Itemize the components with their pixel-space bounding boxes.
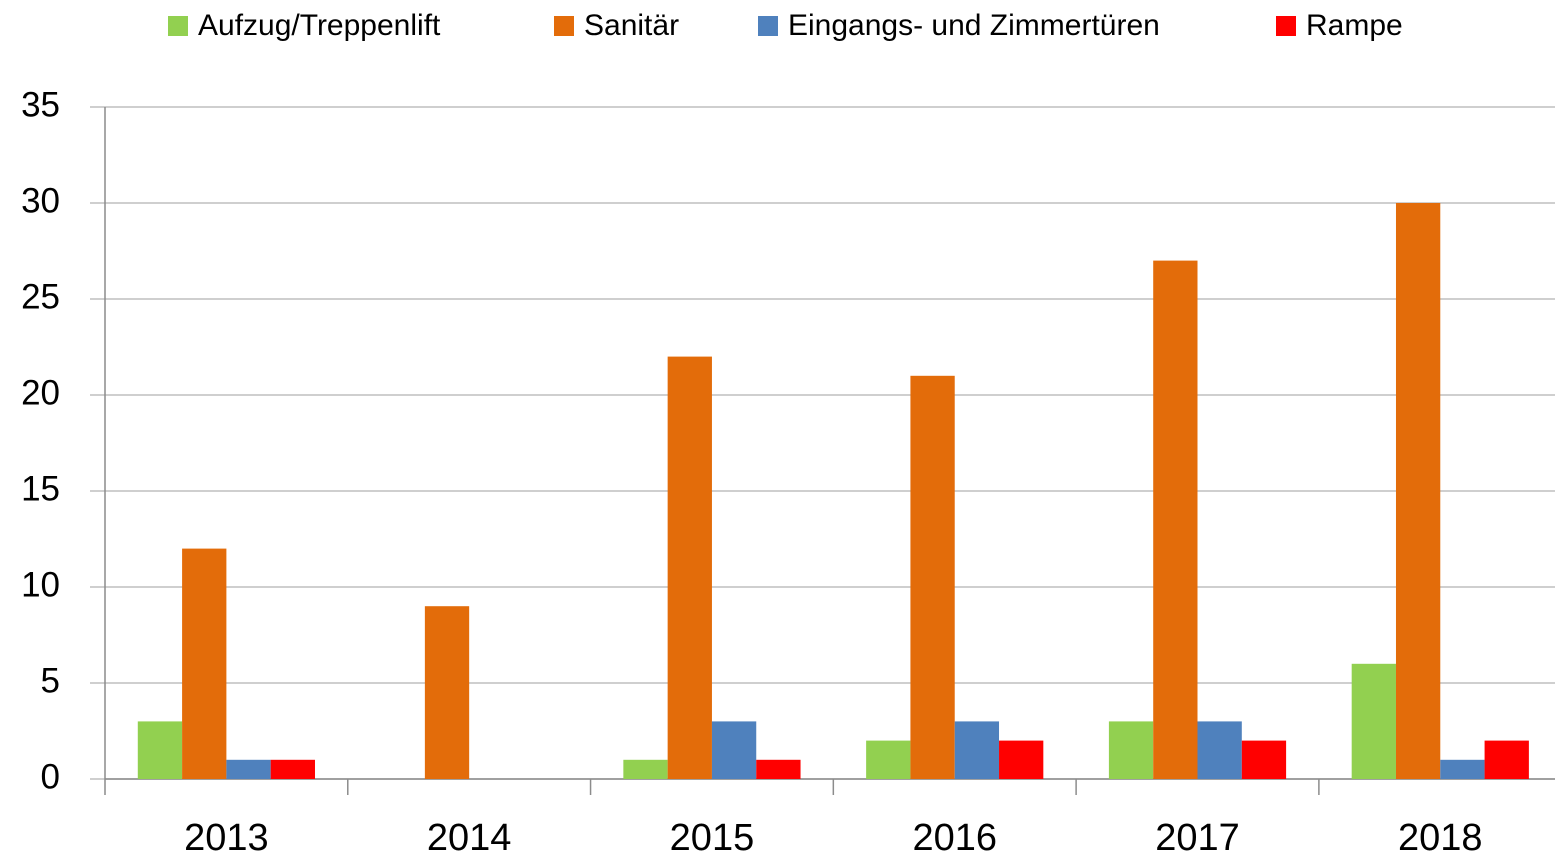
y-tick-label: 25 <box>21 277 60 316</box>
bar <box>623 759 668 779</box>
x-tick-label: 2014 <box>427 817 512 859</box>
y-tick-label: 10 <box>21 565 60 604</box>
y-tick-label: 0 <box>41 757 60 796</box>
x-tick-label: 2017 <box>1155 817 1240 859</box>
bar <box>182 548 227 779</box>
legend-label: Aufzug/Treppenlift <box>198 9 441 42</box>
bar <box>1153 260 1198 780</box>
y-tick-label: 35 <box>21 85 60 124</box>
bar <box>1351 663 1396 779</box>
x-tick-label: 2015 <box>670 817 755 859</box>
y-tick-label: 15 <box>21 469 60 508</box>
bar <box>137 721 183 779</box>
bar <box>1484 740 1529 779</box>
bar <box>1241 740 1287 779</box>
bar <box>424 606 470 779</box>
legend-swatch <box>758 16 778 36</box>
bar <box>667 356 712 779</box>
y-tick-label: 20 <box>21 373 60 412</box>
bar <box>1440 759 1485 779</box>
legend-swatch <box>554 16 574 36</box>
bar <box>711 721 757 779</box>
x-tick-label: 2016 <box>912 817 997 859</box>
legend-swatch <box>168 16 188 36</box>
legend-label: Eingangs- und Zimmertüren <box>788 9 1160 42</box>
y-tick-label: 30 <box>21 181 60 220</box>
bar <box>910 375 955 779</box>
x-tick-label: 2018 <box>1398 817 1483 859</box>
bar <box>270 759 315 779</box>
bar <box>226 759 271 779</box>
y-tick-label: 5 <box>41 661 60 700</box>
bar <box>954 721 1000 779</box>
bar <box>866 740 911 779</box>
legend-label: Sanitär <box>584 9 679 42</box>
bar <box>1395 203 1441 779</box>
x-tick-label: 2013 <box>184 817 269 859</box>
bar <box>1108 721 1154 779</box>
legend-swatch <box>1276 16 1296 36</box>
bar <box>756 759 801 779</box>
legend-label: Rampe <box>1306 9 1403 42</box>
bar <box>1197 721 1242 779</box>
bar <box>999 740 1044 779</box>
